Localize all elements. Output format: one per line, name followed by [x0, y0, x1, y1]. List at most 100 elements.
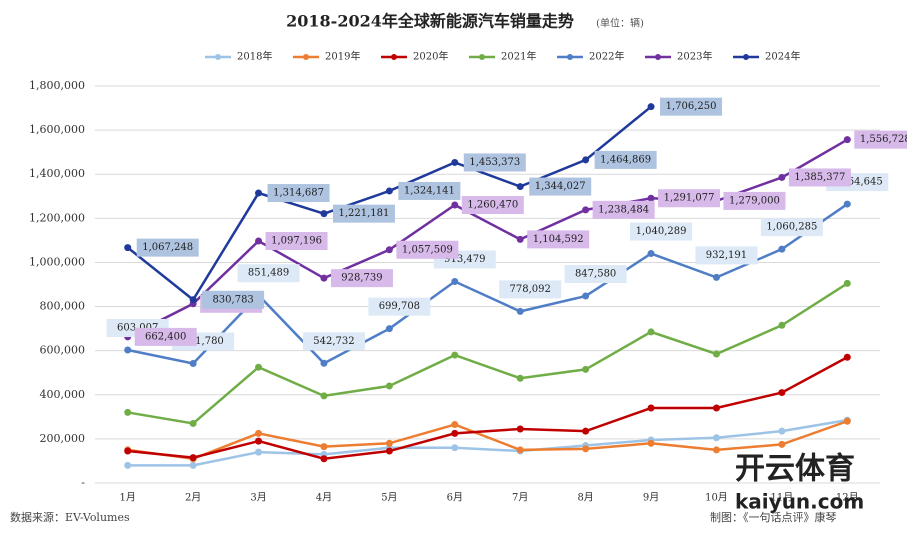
legend-label: 2024年 — [765, 50, 800, 63]
legend-marker — [655, 54, 661, 60]
series-point — [647, 194, 655, 202]
series-point — [320, 443, 328, 451]
series-point — [843, 279, 851, 287]
series-point — [516, 425, 524, 433]
data-label: 1,453,373 — [469, 157, 520, 168]
x-tick-label: 1月 — [120, 492, 136, 504]
x-tick-label: 5月 — [381, 492, 397, 504]
series-point — [843, 200, 851, 208]
series-point — [320, 359, 328, 367]
data-label: 932,191 — [706, 250, 747, 261]
series-point — [385, 382, 393, 390]
data-label: 1,279,000 — [729, 195, 780, 206]
data-label: 1,040,289 — [636, 226, 687, 237]
data-label-box — [267, 184, 330, 203]
series-point — [385, 325, 393, 333]
series-point — [778, 173, 786, 181]
series-point — [778, 427, 786, 435]
data-label-box — [461, 195, 524, 214]
y-tick-label: 1,600,000 — [29, 123, 85, 136]
y-tick-label: - — [81, 476, 85, 489]
legend-label: 2023年 — [677, 50, 712, 63]
series-point — [451, 421, 459, 429]
series-point — [778, 245, 786, 253]
legend-marker — [215, 54, 221, 60]
series-point — [255, 363, 263, 371]
series-point — [582, 292, 590, 300]
series-point — [189, 461, 197, 469]
series-point — [320, 210, 328, 218]
data-label-box — [463, 153, 526, 172]
data-label: 1,464,869 — [600, 154, 651, 165]
series-point — [516, 374, 524, 382]
series-point — [647, 103, 655, 111]
data-label: 1,264,645 — [832, 177, 883, 188]
y-tick-label: 1,400,000 — [29, 167, 85, 180]
data-label: 542,732 — [313, 336, 354, 347]
x-tick-label: 2月 — [185, 492, 201, 504]
series-point — [778, 440, 786, 448]
x-tick-label: 4月 — [316, 492, 332, 504]
watermark-name: 开云体育 — [735, 452, 855, 487]
x-tick-label: 6月 — [447, 492, 463, 504]
y-tick-label: 1,200,000 — [29, 211, 85, 224]
series-point — [647, 328, 655, 336]
series-point — [647, 439, 655, 447]
series-point — [124, 244, 132, 252]
series-point — [516, 307, 524, 315]
series-point — [647, 250, 655, 258]
data-label: 699,708 — [379, 301, 420, 312]
series-point — [843, 136, 851, 144]
legend-label: 2020年 — [413, 50, 448, 63]
data-label: 851,489 — [248, 268, 289, 279]
series-point — [582, 365, 590, 373]
y-tick-label: 200,000 — [40, 432, 86, 445]
series-point — [451, 158, 459, 166]
series-point — [255, 448, 263, 456]
data-label-box — [237, 264, 300, 283]
data-label-box — [527, 230, 590, 249]
legend-label: 2019年 — [325, 50, 360, 63]
legend-label: 2018年 — [237, 50, 272, 63]
data-label-box — [854, 130, 907, 149]
series-point — [124, 408, 132, 416]
x-tick-label: 10月 — [705, 492, 728, 504]
x-tick-label: 7月 — [512, 492, 528, 504]
data-label-box — [529, 177, 592, 196]
series-point — [712, 350, 720, 358]
data-label-box — [396, 240, 459, 259]
data-label-box — [695, 246, 758, 265]
series-point — [320, 274, 328, 282]
data-label-box — [723, 191, 786, 210]
legend-marker — [391, 54, 397, 60]
data-label-box — [658, 189, 721, 208]
series-point — [582, 156, 590, 164]
series-point — [255, 237, 263, 245]
credit: 制图：《一句话点评》康琴 — [710, 510, 837, 524]
data-label: 1,314,687 — [273, 188, 324, 199]
data-label: 1,344,027 — [535, 181, 586, 192]
series-point — [582, 427, 590, 435]
series-point — [124, 447, 132, 455]
data-label: 1,104,592 — [533, 234, 584, 245]
data-label-box — [499, 280, 562, 299]
series-point — [385, 447, 393, 455]
data-label-box — [136, 238, 199, 257]
series-point — [385, 246, 393, 254]
series-point — [582, 445, 590, 453]
series-point — [189, 454, 197, 462]
data-label: 847,580 — [575, 269, 616, 280]
series-point — [189, 419, 197, 427]
data-label: 1,260,470 — [467, 199, 518, 210]
y-tick-label: 1,800,000 — [29, 79, 85, 92]
series-point — [516, 183, 524, 191]
data-label-box — [332, 204, 395, 223]
series-line — [127, 282, 848, 425]
series-point — [385, 187, 393, 195]
series-point — [712, 404, 720, 412]
series-point — [712, 434, 720, 442]
series-point — [451, 429, 459, 437]
data-label-box — [660, 97, 723, 116]
legend-label: 2021年 — [501, 50, 536, 63]
